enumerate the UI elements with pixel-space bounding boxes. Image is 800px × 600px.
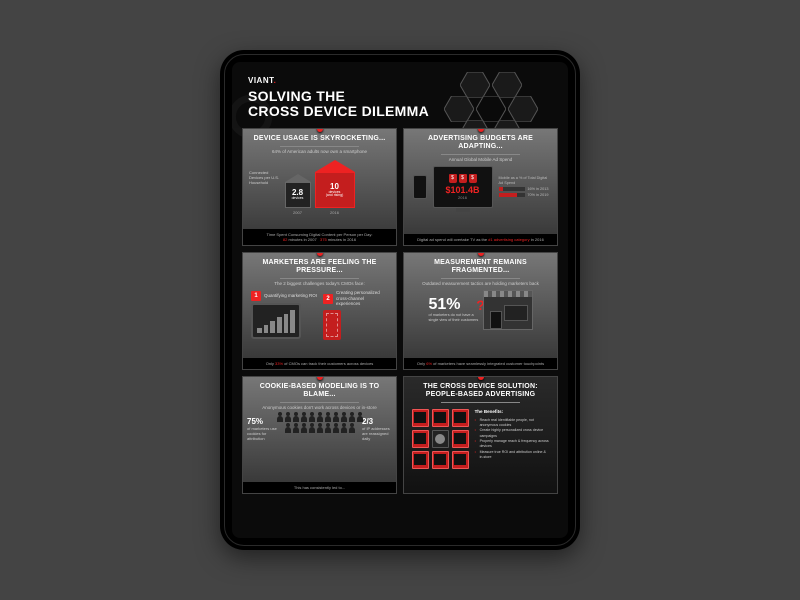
panel-cookie-modeling: COOKIE-BASED MODELING IS TO BLAME... Ano… [242, 376, 397, 494]
list-item: Measure true ROI and attribution online … [475, 450, 549, 461]
people-icons [275, 412, 365, 433]
panel-footer: Only 6% of marketers have seamlessly int… [404, 358, 557, 369]
house-2016: 10devices(and rising) 2016 [315, 160, 355, 215]
badge-1: 1 [251, 291, 261, 301]
axis-label: Connected Devices per U.S. Household [249, 171, 279, 185]
brand-name: VIANT [248, 76, 274, 85]
monitor-icon: $101.4B 2016 [433, 166, 493, 208]
phone-icon [323, 310, 341, 340]
panel-marketers-pressure: MARKETERS ARE FEELING THE PRESSURE... Th… [242, 252, 397, 370]
panel-title: ADVERTISING BUDGETS ARE ADAPTING... [404, 129, 557, 156]
tablet-frame: VIANT. SOLVING THE CROSS DEVICE DILEMMA … [220, 50, 580, 550]
panel-subtitle: Anonymous cookies don't work across devi… [243, 405, 396, 410]
list-item: Properly manage reach & frequency across… [475, 439, 549, 450]
pct-bars: Mobile as a % of Total Digital Ad Spend … [499, 176, 549, 198]
panel-footer: Time Spent Consuming Digital Content per… [243, 229, 396, 245]
panel-subtitle: Annual Global Mobile Ad Spend [404, 157, 557, 162]
panel-ad-budgets: ADVERTISING BUDGETS ARE ADAPTING... Annu… [403, 128, 558, 246]
house-2007: 2.8devices 2007 [285, 174, 311, 215]
panel-measurement: MEASUREMENT REMAINS FRAGMENTED... Outdat… [403, 252, 558, 370]
panel-title: THE CROSS DEVICE SOLUTION: PEOPLE-BASED … [404, 377, 557, 404]
bar-2019 [499, 193, 518, 197]
benefits-list: The Benefits: Reach real identifiable pe… [475, 409, 549, 469]
brand-dot: . [274, 76, 277, 85]
tablet-chart-icon [251, 303, 301, 339]
infographic-screen: VIANT. SOLVING THE CROSS DEVICE DILEMMA … [232, 62, 568, 538]
list-item: Create highly personalized cross device … [475, 428, 549, 439]
panel-grid: DEVICE USAGE IS SKYROCKETING... 64% of A… [232, 128, 568, 504]
title-line-2: CROSS DEVICE DILEMMA [248, 104, 552, 119]
bar-2013 [499, 187, 503, 191]
panel-title: COOKIE-BASED MODELING IS TO BLAME... [243, 377, 396, 404]
panel-device-usage: DEVICE USAGE IS SKYROCKETING... 64% of A… [242, 128, 397, 246]
device-grid [412, 409, 469, 469]
panel-subtitle: Outdated measurement tactics are holding… [404, 281, 557, 286]
badge-2: 2 [323, 294, 333, 304]
spend-amount: $101.4B [445, 185, 479, 195]
title-line-1: SOLVING THE [248, 89, 552, 104]
panel-title: MARKETERS ARE FEELING THE PRESSURE... [243, 253, 396, 280]
phone-icon [413, 175, 427, 199]
panel-footer: Digital ad spend will overtake TV as the… [404, 234, 557, 245]
panel-footer: This has consistently led to... [243, 482, 396, 493]
main-title: SOLVING THE CROSS DEVICE DILEMMA [248, 89, 552, 118]
stat-51pct: 51% [429, 297, 479, 313]
header: VIANT. SOLVING THE CROSS DEVICE DILEMMA … [232, 62, 568, 128]
panel-footer: Only 33% of CMOs can track their custome… [243, 358, 396, 369]
panel-title: DEVICE USAGE IS SKYROCKETING... [243, 129, 396, 149]
panel-title: MEASUREMENT REMAINS FRAGMENTED... [404, 253, 557, 280]
panel-solution: THE CROSS DEVICE SOLUTION: PEOPLE-BASED … [403, 376, 558, 494]
panel-subtitle: 64% of American adults now own a smartph… [243, 149, 396, 154]
avatar-icon [435, 434, 445, 444]
list-item: Reach real identifiable people, not anon… [475, 418, 549, 429]
storefront-icon [483, 290, 533, 330]
